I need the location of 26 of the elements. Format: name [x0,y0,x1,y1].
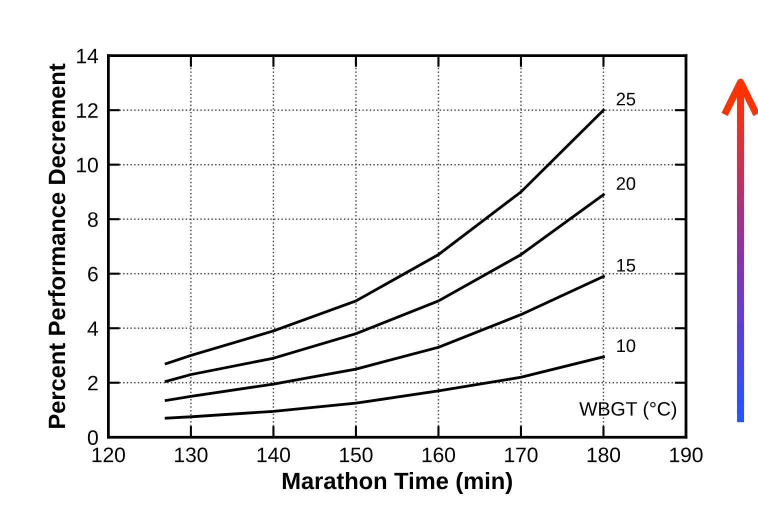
line-series [164,108,605,366]
x-tick-label: 120 [92,448,125,462]
legend-label: 15 [617,259,636,272]
series-label: 20 [616,177,636,190]
line-series [164,275,605,402]
y-tick-label: 12 [77,103,98,118]
x-tick-label: 150 [340,448,372,462]
y-tick-label: 2 [88,376,98,390]
legend-title: WBGT (°C) [579,401,676,420]
x-tick-label: 130 [175,448,208,462]
x-tick-label: 160 [422,448,456,462]
x-tick-label: 190 [670,448,703,462]
legend-label: 25 [616,92,636,106]
y-tick-label: 8 [88,212,98,227]
series-label: 10 [617,339,636,352]
x-tick-label: 170 [505,448,538,462]
x-tick-label: 140 [258,448,290,462]
y-tick-label: 10 [77,158,98,172]
y-tick-label: 6 [88,266,98,282]
y-axis-title: Percent Performance Decrement [48,64,66,428]
y-tick-label: 14 [77,48,98,64]
line-series [164,193,605,383]
y-tick-label: 4 [88,321,98,336]
x-axis-title: Marathon Time (min) [282,472,512,494]
x-tick-label: 180 [588,448,620,462]
y-tick-label: 0 [88,430,98,446]
